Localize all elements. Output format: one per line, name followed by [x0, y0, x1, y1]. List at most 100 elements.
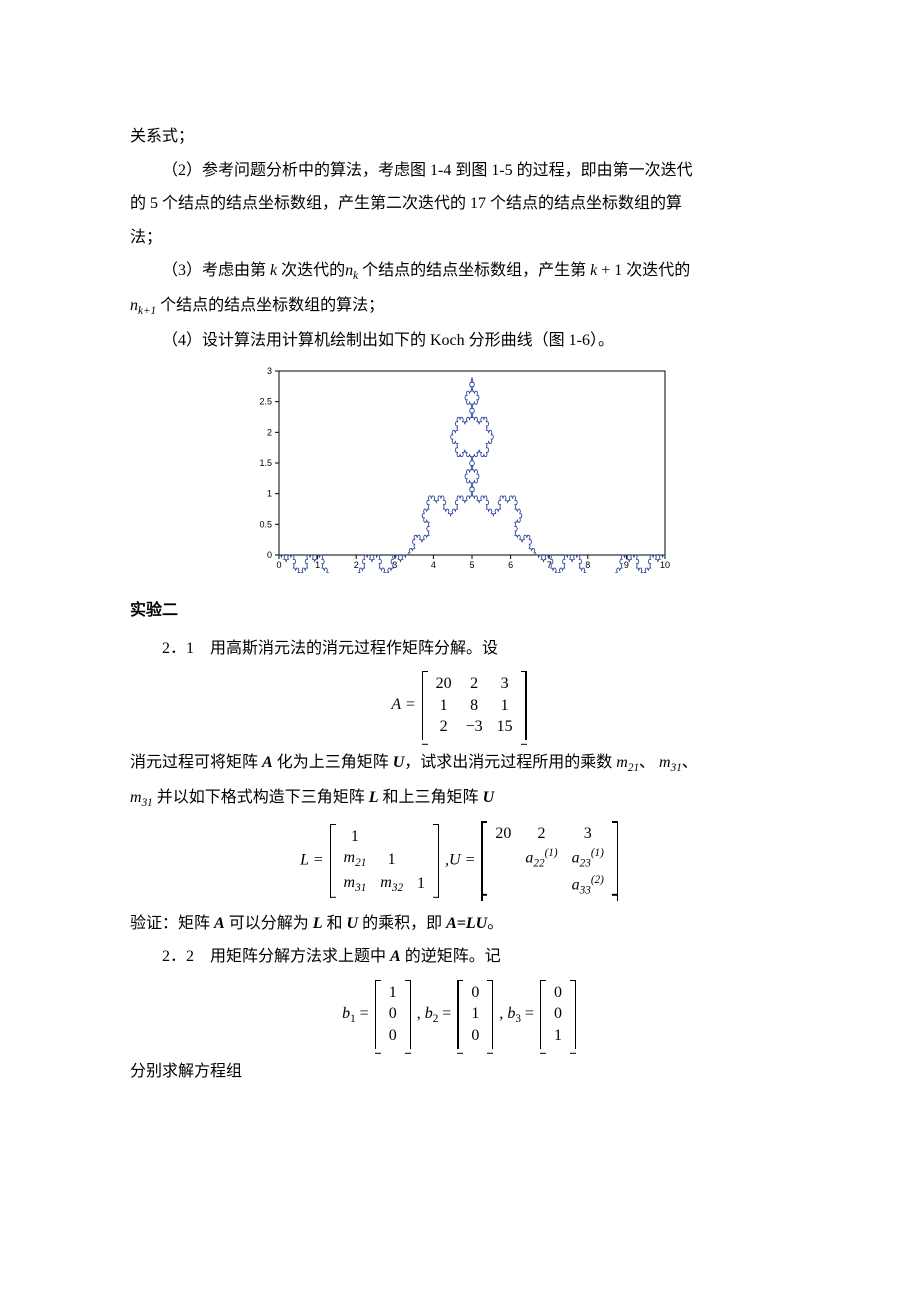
- n: n: [345, 262, 353, 279]
- c: 20: [495, 825, 511, 843]
- t: 的逆矩阵。记: [401, 948, 501, 965]
- s: 31: [142, 797, 153, 809]
- para-s22: 2．2 用矩阵分解方法求上题中 A 的逆矩阵。记: [130, 940, 790, 974]
- U-label: ,U =: [445, 852, 475, 869]
- c: 2: [436, 718, 452, 736]
- para-s21c: m31 并以如下格式构造下三角矩阵 L 和上三角矩阵 U: [130, 781, 790, 816]
- t: 并以如下格式构造下三角矩阵: [153, 789, 369, 806]
- mgrid: 0 1 0: [465, 980, 485, 1049]
- c: 1: [436, 697, 452, 715]
- t: 和上三角矩阵: [379, 789, 483, 806]
- L: L: [369, 789, 379, 806]
- c: m32: [380, 874, 403, 895]
- eq-matrix-b: b1 = 1 0 0 , b2 = 0 1 0 , b3 = 0: [130, 980, 790, 1049]
- svg-text:1: 1: [267, 489, 272, 499]
- c: a23(1): [572, 847, 604, 870]
- br: [403, 980, 411, 1049]
- c: 0: [471, 1027, 479, 1045]
- svg-text:9: 9: [624, 560, 629, 570]
- L-label: L =: [300, 852, 323, 869]
- m21: m21: [616, 754, 639, 771]
- para-3-line1: （3）考虑由第 k 次迭代的nk 个结点的结点坐标数组，产生第 k + 1 次迭…: [130, 254, 790, 289]
- n: n: [130, 297, 138, 314]
- b2-label: , b2 =: [417, 1005, 452, 1022]
- svg-text:0: 0: [267, 550, 272, 560]
- var-nkp1: nk+1: [130, 297, 156, 314]
- c: 1: [471, 1005, 479, 1023]
- c: 0: [554, 1005, 562, 1023]
- para-2b: 的 5 个结点的结点坐标数组，产生第二次迭代的 17 个结点的结点坐标数组的算: [130, 187, 790, 221]
- s: 31: [671, 762, 682, 774]
- c: −3: [466, 718, 483, 736]
- c: 2: [466, 675, 483, 693]
- t: 次迭代的: [622, 262, 690, 279]
- var-nk: nk: [345, 262, 358, 279]
- m31: m31: [659, 754, 682, 771]
- matrix-b3: 0 0 1: [540, 980, 576, 1049]
- para-2c: 法；: [130, 221, 790, 255]
- t: 个结点的结点坐标数组，产生第: [358, 262, 590, 279]
- br: [519, 671, 527, 740]
- para-4: （4）设计算法用计算机绘制出如下的 Koch 分形曲线（图 1-6）。: [130, 324, 790, 358]
- eq-matrix-A: A = 20 2 3 1 8 1 2 −3 15: [130, 671, 790, 740]
- svg-text:0: 0: [276, 560, 281, 570]
- A3: A: [214, 915, 225, 932]
- para-s21b: 消元过程可将矩阵 A 化为上三角矩阵 U，试求出消元过程所用的乘数 m21、 m…: [130, 746, 790, 781]
- svg-text:2: 2: [354, 560, 359, 570]
- para-s22c: 分别求解方程组: [130, 1055, 790, 1089]
- br: [485, 980, 493, 1049]
- c: m31: [344, 874, 367, 895]
- mgrid: 1 0 0: [383, 980, 403, 1049]
- c: 3: [497, 675, 513, 693]
- c: 1: [417, 875, 425, 893]
- br: [330, 824, 338, 899]
- eq-matrix-LU: L = 1 m211 m31m321 ,U = 2023 a22(1)a23(1…: [130, 821, 790, 900]
- para-s21d: 验证：矩阵 A 可以分解为 L 和 U 的乘积，即 A=LU。: [130, 907, 790, 941]
- t: 2．2 用矩阵分解方法求上题中: [162, 948, 390, 965]
- m: m: [616, 754, 628, 771]
- t: 、: [639, 754, 659, 771]
- t: 个结点的结点坐标数组的算法；: [156, 297, 384, 314]
- c: 1: [380, 851, 403, 869]
- br: [540, 980, 548, 1049]
- c: 0: [389, 1027, 397, 1045]
- br: [610, 821, 618, 900]
- matrix-b1: 1 0 0: [375, 980, 411, 1049]
- para-3-line2: nk+1 个结点的结点坐标数组的算法；: [130, 289, 790, 324]
- svg-text:2: 2: [267, 428, 272, 438]
- t: 和: [322, 915, 346, 932]
- t: 的乘积，即: [358, 915, 446, 932]
- c: 1: [497, 697, 513, 715]
- t: 次迭代的: [277, 262, 345, 279]
- A-eq-label: A =: [391, 696, 415, 713]
- page-content: 关系式； （2）参考问题分析中的算法，考虑图 1-4 到图 1-5 的过程，即由…: [0, 0, 920, 1302]
- c: m21: [344, 849, 367, 870]
- c: 2: [525, 825, 557, 843]
- b3-label: , b3 =: [499, 1005, 534, 1022]
- svg-text:8: 8: [585, 560, 590, 570]
- A4: A: [390, 948, 401, 965]
- m: m: [659, 754, 671, 771]
- koch-chart-container: 01234567891000.511.522.53: [130, 363, 790, 586]
- svg-text:6: 6: [508, 560, 513, 570]
- svg-text:10: 10: [660, 560, 670, 570]
- U2: U: [483, 789, 495, 806]
- section-2-title: 实验二: [130, 594, 790, 628]
- c: 8: [466, 697, 483, 715]
- para-2a: （2）参考问题分析中的算法，考虑图 1-4 到图 1-5 的过程，即由第一次迭代: [130, 154, 790, 188]
- mgrid: 20 2 3 1 8 1 2 −3 15: [430, 671, 519, 740]
- para-s21: 2．1 用高斯消元法的消元过程作矩阵分解。设: [130, 632, 790, 666]
- c: 1: [344, 828, 367, 846]
- ALU: A=LU: [446, 915, 487, 932]
- t: 。: [487, 915, 503, 932]
- c: 1: [554, 1027, 562, 1045]
- t: 化为上三角矩阵: [273, 754, 393, 771]
- c: 20: [436, 675, 452, 693]
- c: 0: [471, 984, 479, 1002]
- t: 消元过程可将矩阵: [130, 754, 262, 771]
- matrix-U: 2023 a22(1)a23(1) a33(2): [481, 821, 617, 900]
- koch-chart: 01234567891000.511.522.53: [245, 363, 675, 573]
- svg-text:2.5: 2.5: [259, 397, 272, 407]
- br: [457, 980, 465, 1049]
- matrix-A: 20 2 3 1 8 1 2 −3 15: [422, 671, 527, 740]
